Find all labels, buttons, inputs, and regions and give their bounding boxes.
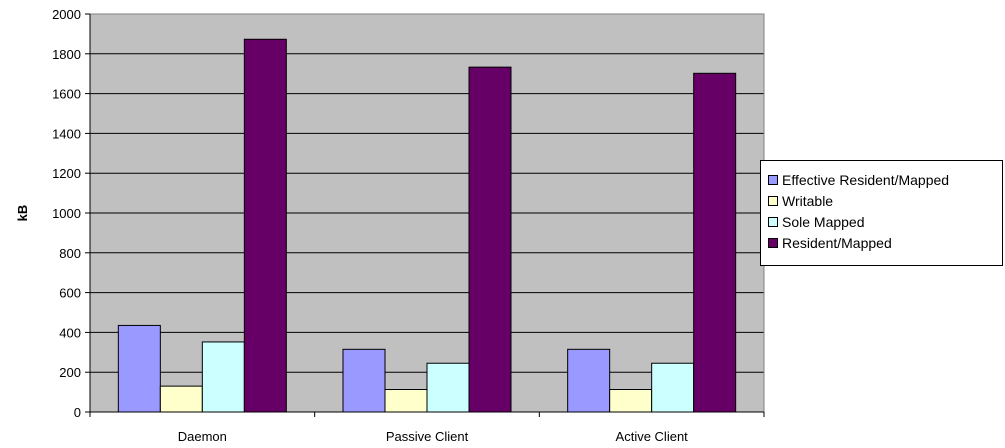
x-tick-label: Passive Client	[386, 429, 469, 444]
y-tick-label: 2000	[52, 7, 81, 22]
y-tick-label: 200	[59, 365, 81, 380]
y-tick-label: 1200	[52, 166, 81, 181]
legend-label: Resident/Mapped	[782, 235, 892, 251]
legend-item: Resident/Mapped	[768, 234, 892, 252]
y-tick-label: 800	[59, 246, 81, 261]
y-axis-title: kB	[15, 205, 30, 222]
y-tick-label: 1800	[52, 47, 81, 62]
x-axis-ticks: Daemon Passive Client Active Client	[89, 412, 765, 444]
y-tick-label: 1000	[52, 206, 81, 221]
bar-effective-resident-mapped-active-client	[567, 348, 611, 413]
y-tick-label: 0	[74, 405, 81, 420]
bar-writable-passive-client	[384, 389, 428, 413]
bar-resident-mapped-daemon	[243, 38, 287, 413]
legend-swatch	[768, 238, 778, 248]
bar-sole-mapped-passive-client	[426, 362, 470, 413]
x-tick-label: Daemon	[178, 429, 227, 444]
bar-sole-mapped-active-client	[651, 362, 695, 413]
bar-sole-mapped-daemon	[201, 341, 245, 413]
y-tick-label: 400	[59, 325, 81, 340]
bar-resident-mapped-passive-client	[468, 66, 512, 413]
bar-effective-resident-mapped-daemon	[117, 324, 161, 413]
x-tick-label: Active Client	[616, 429, 689, 444]
bar-resident-mapped-active-client	[693, 72, 737, 413]
legend-label: Effective Resident/Mapped	[782, 172, 950, 188]
bars	[117, 38, 737, 413]
y-tick-label: 1400	[52, 126, 81, 141]
y-tick-label: 1600	[52, 87, 81, 102]
legend-swatch	[768, 217, 778, 227]
legend-item: Sole Mapped	[768, 213, 865, 231]
legend-item: Writable	[768, 192, 833, 210]
bar-writable-active-client	[609, 389, 653, 413]
legend-label: Sole Mapped	[782, 214, 865, 230]
legend: Effective Resident/Mapped Writable Sole Ma…	[760, 160, 1003, 266]
y-axis-ticks: 0 200 400 600 800 1000 1200 1400 1600 1800 2000	[52, 7, 90, 420]
legend-item: Effective Resident/Mapped	[768, 171, 949, 189]
legend-label: Writable	[782, 193, 834, 209]
y-tick-label: 600	[59, 286, 81, 301]
legend-swatch	[768, 196, 778, 206]
legend-swatch	[768, 175, 778, 185]
bar-effective-resident-mapped-passive-client	[342, 348, 386, 413]
bar-writable-daemon	[159, 385, 203, 413]
